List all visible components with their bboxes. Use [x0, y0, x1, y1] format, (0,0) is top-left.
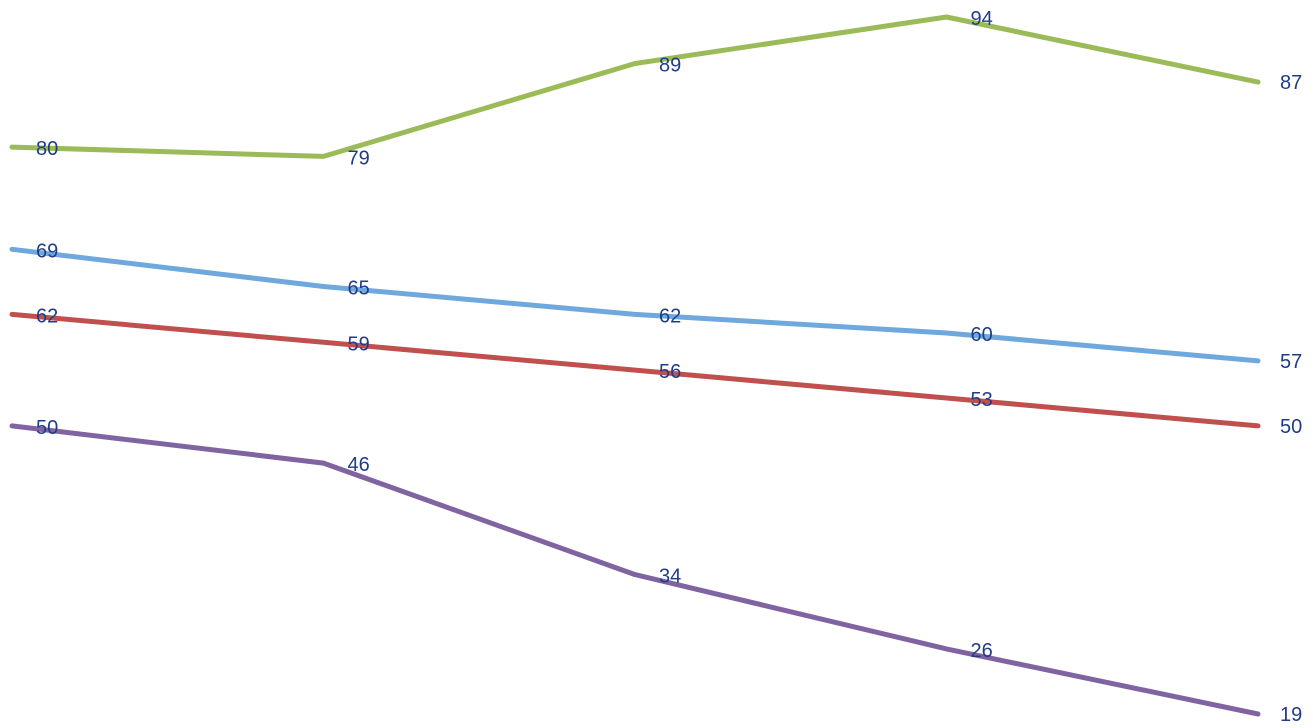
series-line-3	[9, 311, 1261, 429]
data-label: 60	[971, 324, 993, 346]
data-label: 87	[1280, 72, 1302, 94]
series-line-1	[9, 14, 1261, 159]
data-label: 59	[348, 333, 370, 355]
data-labels: 80 79 89 94 87 69 65 62 60 57 62 59 56 53 50 50 46 34 26 19	[36, 8, 1302, 726]
data-label: 46	[348, 454, 370, 476]
data-label: 26	[971, 640, 993, 662]
data-label: 53	[971, 389, 993, 411]
data-label: 89	[659, 55, 681, 77]
data-label: 79	[348, 147, 370, 169]
data-label: 34	[659, 566, 681, 588]
series-lines	[9, 14, 1261, 717]
data-label: 50	[1280, 416, 1302, 438]
series-line-2	[9, 246, 1261, 364]
data-label: 65	[348, 278, 370, 300]
data-label: 69	[36, 240, 58, 262]
data-label: 94	[971, 8, 993, 30]
data-label: 80	[36, 138, 58, 160]
data-label: 57	[1280, 351, 1302, 373]
data-label: 50	[36, 417, 58, 439]
data-label: 62	[36, 305, 58, 327]
series-line-4	[9, 423, 1261, 717]
data-label: 62	[659, 305, 681, 327]
data-label: 56	[659, 361, 681, 383]
data-label: 19	[1280, 704, 1302, 726]
